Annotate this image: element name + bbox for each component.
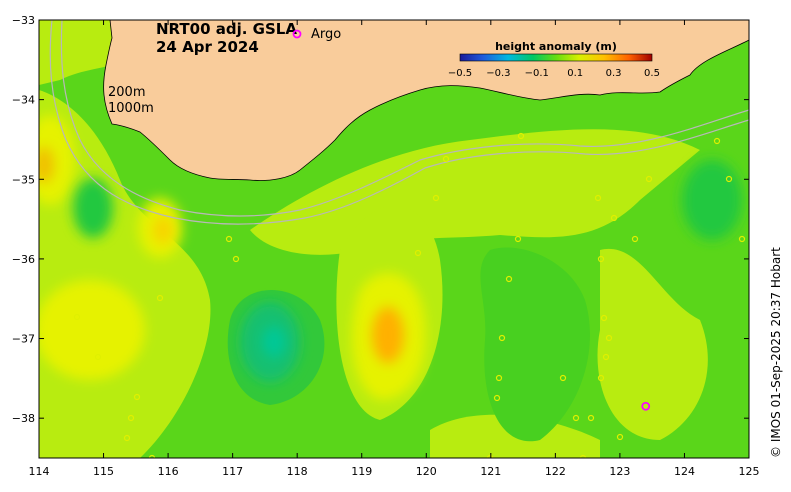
colorbar-tick-label: 0.3	[606, 68, 622, 79]
colorbar-tick-label: 0.1	[567, 68, 583, 79]
x-tick-label: 121	[480, 465, 501, 478]
x-tick-label: 114	[29, 465, 50, 478]
anomaly-peak-orange-west	[153, 216, 173, 244]
anomaly-low-cyan	[262, 326, 286, 358]
isobath-label-1000m: 1000m	[108, 101, 154, 116]
isobath-lines	[49, 20, 749, 225]
anomaly-peak-orange	[372, 307, 404, 363]
map-title-product: NRT00 adj. GSLA	[156, 20, 297, 38]
anomaly-band-yellowgreen-east	[597, 248, 708, 440]
argo-float-marker	[641, 401, 651, 411]
argo-legend-label: Argo	[311, 27, 341, 42]
isobath-1000m	[49, 20, 749, 225]
x-axis: 114 115 116 117 118 119 120 121 122 123 124 125	[29, 20, 760, 478]
x-tick-label: 122	[545, 465, 566, 478]
argo-legend-icon	[292, 29, 302, 39]
colorbar-tick-label: −0.5	[448, 68, 472, 79]
y-tick-label: −37	[12, 333, 35, 346]
colorbar-tick-label: 0.5	[644, 68, 660, 79]
drifter-markers	[73, 132, 746, 458]
colorbar: height anomaly (m) −0.5 −0.3 −0.1 0.1 0.3 0.5	[448, 40, 660, 79]
x-tick-label: 116	[158, 465, 179, 478]
plot-frame	[38, 19, 750, 459]
anomaly-low-green-west	[73, 178, 113, 238]
x-tick-label: 125	[739, 465, 760, 478]
x-tick-label: 124	[674, 465, 695, 478]
anomaly-low-green-band	[480, 247, 590, 442]
y-tick-label: −33	[12, 14, 35, 27]
plot-area	[39, 20, 749, 458]
anomaly-region-yellow-west	[39, 280, 145, 380]
colorbar-tick-label: −0.1	[525, 68, 549, 79]
colorbar-tick-label: −0.3	[486, 68, 510, 79]
anomaly-low-green-east	[682, 160, 742, 240]
x-tick-label: 119	[351, 465, 372, 478]
x-tick-label: 118	[287, 465, 308, 478]
y-tick-label: −35	[12, 173, 35, 186]
x-tick-label: 115	[93, 465, 114, 478]
colorbar-ticks: −0.5 −0.3 −0.1 0.1 0.3 0.5	[448, 68, 660, 79]
anomaly-region-yellow-edge	[39, 115, 75, 205]
y-tick-label: −34	[12, 94, 35, 107]
y-tick-label: −38	[12, 412, 35, 425]
y-tick-label: −36	[12, 253, 35, 266]
x-tick-label: 120	[416, 465, 437, 478]
x-tick-label: 117	[222, 465, 243, 478]
isobath-200m	[60, 20, 749, 217]
isobath-label-200m: 200m	[108, 85, 145, 100]
anomaly-peak-orange-edge	[39, 147, 54, 183]
colorbar-title: height anomaly (m)	[495, 40, 617, 53]
credit-text: © IMOS 01-Sep-2025 20:37 Hobart	[769, 247, 783, 458]
x-tick-label: 123	[609, 465, 630, 478]
y-axis: −33 −34 −35 −36 −37 −38	[12, 14, 749, 425]
colorbar-gradient	[459, 53, 653, 62]
map-title-date: 24 Apr 2024	[156, 38, 259, 56]
